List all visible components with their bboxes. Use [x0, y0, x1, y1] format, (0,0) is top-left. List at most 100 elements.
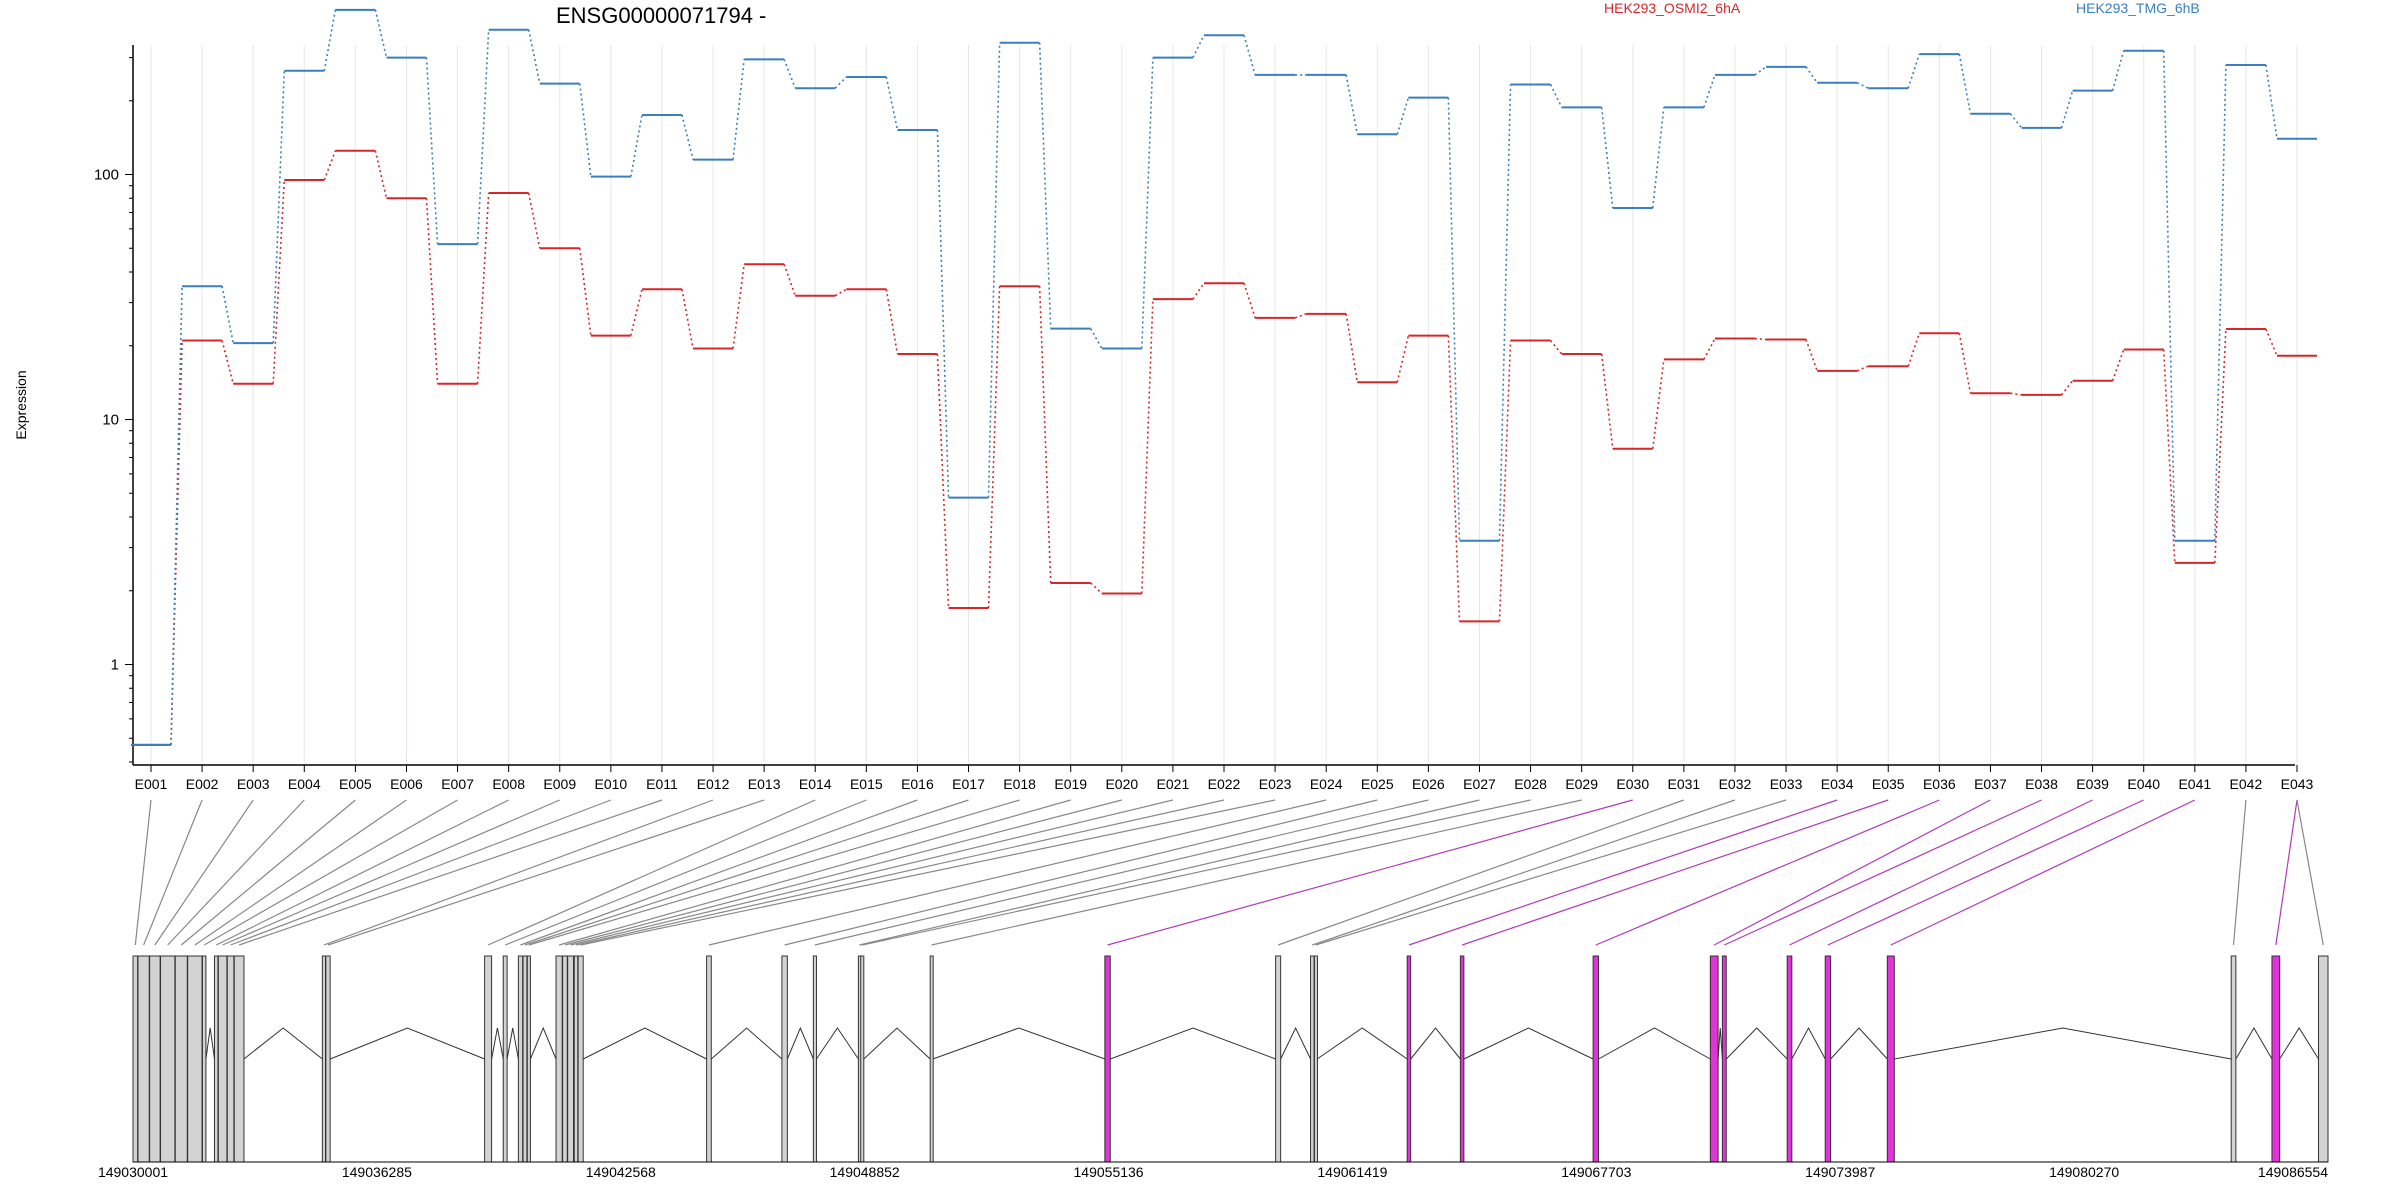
exon-box: [1709, 955, 1719, 1163]
series-connector: [936, 354, 950, 609]
plot-area: 1 10 100 E001 E002 E003 E004 E005 E006 E007 E008 E0…: [94, 8, 2317, 792]
series-connector: [272, 70, 286, 344]
genomic-tick-label: 149086554: [2258, 1164, 2328, 1180]
series-connector: [1192, 282, 1205, 300]
x-tick-label: E019: [1054, 776, 1087, 792]
x-tick-label: E012: [697, 776, 730, 792]
intron-line: [2279, 1027, 2319, 1060]
x-tick-label: E037: [1974, 776, 2007, 792]
exon-box: [137, 955, 150, 1163]
exon-connector: [154, 799, 254, 946]
series-connector: [1243, 282, 1256, 319]
x-tick-label: E026: [1412, 776, 1445, 792]
series-connector: [1651, 359, 1665, 449]
exon-box: [526, 955, 531, 1163]
exon-box: [562, 955, 568, 1163]
exon-box: [517, 955, 524, 1163]
series-connector: [1090, 328, 1103, 349]
x-tick-label: E027: [1463, 776, 1496, 792]
x-tick-label: E034: [1821, 776, 1854, 792]
series-connector: [221, 286, 234, 344]
exon-connector: [564, 799, 1122, 946]
exon-box: [217, 955, 228, 1163]
series-connector: [2009, 113, 2023, 129]
exon-box: [226, 955, 235, 1163]
legend-series-2: HEK293_TMG_6hB: [2076, 0, 2200, 16]
exon-box: [213, 955, 219, 1163]
exon-box: [160, 955, 176, 1163]
series-connector: [425, 198, 439, 384]
x-tick-label: E035: [1872, 776, 1905, 792]
exon-box: [812, 955, 817, 1163]
series-connector: [783, 264, 796, 297]
exon-connector: [327, 799, 765, 946]
x-tick-label: E038: [2025, 776, 2058, 792]
series-connector: [1141, 57, 1154, 349]
series-connector: [2214, 329, 2227, 563]
exon-connector: [1595, 799, 1940, 946]
series-connector: [885, 76, 899, 131]
exon-box: [187, 955, 203, 1163]
y-tick-label: 1: [111, 657, 119, 674]
exon-connector: [203, 799, 458, 946]
x-tick-label: E032: [1719, 776, 1752, 792]
intron-line: [710, 1027, 783, 1060]
exon-connector: [2275, 799, 2298, 946]
intron-line: [491, 1027, 504, 1060]
series-connector: [2265, 328, 2278, 357]
series-connector: [783, 59, 796, 89]
series-connector: [1856, 365, 1869, 372]
exon-connector: [575, 799, 1225, 946]
series-connector: [2060, 90, 2074, 129]
series-connector: [681, 289, 694, 349]
exon-connector: [528, 799, 1020, 946]
x-tick-label: E018: [1003, 776, 1036, 792]
gene-model: 149030001 149036285 149042568 149048852 1490…: [98, 799, 2329, 1180]
intron-line: [506, 1027, 519, 1060]
exon-connector: [708, 799, 1327, 946]
genomic-tick-label: 149036285: [342, 1164, 412, 1180]
series-connector: [1805, 66, 1818, 84]
series-connector: [323, 9, 337, 71]
series-connector: [1294, 313, 1307, 319]
exon-box: [706, 955, 712, 1163]
exon-connector: [520, 799, 918, 946]
series-connector: [1090, 582, 1103, 595]
series-connector: [834, 76, 847, 89]
x-tick-label: E041: [2178, 776, 2211, 792]
series-connector: [1703, 74, 1716, 108]
exon-connector: [194, 799, 407, 946]
x-tick-label: E008: [492, 776, 525, 792]
series-connector: [630, 289, 643, 336]
exon-connector: [222, 799, 560, 946]
intron-line: [529, 1026, 557, 1060]
series-connector: [1447, 97, 1461, 541]
series-connector: [578, 83, 592, 177]
x-tick-label: E024: [1310, 776, 1343, 792]
series-connector: [1243, 35, 1256, 76]
series-connector: [527, 192, 541, 249]
x-tick-label: E020: [1105, 776, 1138, 792]
intron-line: [2235, 1027, 2273, 1060]
exon-box: [1459, 955, 1465, 1163]
genomic-tick-label: 149030001: [98, 1164, 168, 1180]
exon-connector: [1312, 799, 1736, 946]
series-connector: [170, 286, 183, 745]
exon-connector: [1789, 799, 2093, 946]
series-connector: [1038, 286, 1052, 584]
exon-box: [860, 955, 865, 1163]
genomic-tick-label: 149073987: [1805, 1164, 1875, 1180]
exon-box: [325, 955, 331, 1163]
series-connector: [732, 264, 745, 349]
series-connector: [1651, 107, 1665, 209]
series-connector: [1856, 81, 1869, 89]
series-connector: [374, 9, 388, 58]
series-connector: [578, 248, 592, 336]
exon-box: [1721, 955, 1727, 1163]
genomic-tick-label: 149048852: [830, 1164, 900, 1180]
exon-connector: [134, 799, 152, 946]
x-tick-label: E033: [1770, 776, 1803, 792]
exon-box: [781, 955, 788, 1163]
x-tick-label: E007: [441, 776, 474, 792]
x-tick-label: E042: [2230, 776, 2263, 792]
